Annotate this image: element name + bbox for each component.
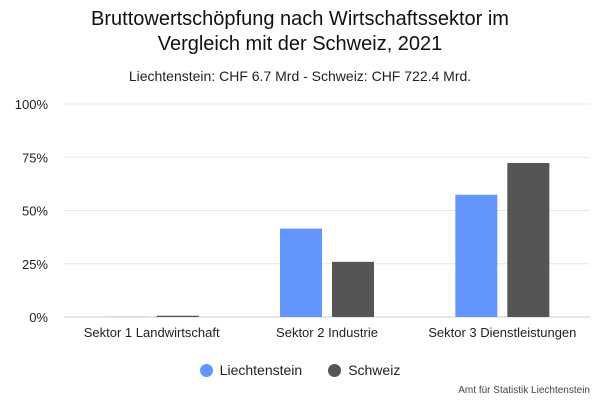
legend: Liechtenstein Schweiz (0, 362, 600, 378)
chart-title-text: Bruttowertschöpfung nach Wirtschaftssekt… (91, 8, 509, 55)
chart-title: Bruttowertschöpfung nach Wirtschaftssekt… (0, 7, 600, 57)
bar (156, 315, 199, 317)
x-tick-label: Sektor 3 Dienstleistungen (428, 325, 576, 340)
legend-item-liechtenstein[interactable]: Liechtenstein (199, 362, 303, 378)
y-tick-label: 25% (22, 257, 48, 272)
legend-swatch-liechtenstein (199, 363, 213, 377)
bar (332, 261, 374, 317)
y-tick-label: 50% (22, 204, 48, 219)
bar-chart: 0% 25% 50% 75% 100% Sektor 1 Landwirtschaft Se… (15, 97, 590, 340)
legend-label-schweiz: Schweiz (348, 362, 401, 378)
bar (280, 228, 322, 317)
chart-subtitle: Liechtenstein: CHF 6.7 Mrd - Schweiz: CH… (128, 68, 472, 84)
legend-label-liechtenstein: Liechtenstein (219, 362, 303, 378)
legend-swatch-schweiz (328, 363, 342, 377)
source-credit: Amt für Statistik Liechtenstein (458, 385, 590, 396)
bar (455, 194, 498, 317)
x-tick-label: Sektor 1 Landwirtschaft (84, 325, 220, 340)
y-tick-label: 0% (29, 310, 48, 325)
y-tick-label: 75% (22, 150, 48, 165)
legend-item-schweiz[interactable]: Schweiz (328, 362, 400, 378)
y-tick-label: 100% (15, 97, 49, 112)
bar (507, 163, 550, 317)
x-tick-label: Sektor 2 Industrie (276, 325, 378, 340)
